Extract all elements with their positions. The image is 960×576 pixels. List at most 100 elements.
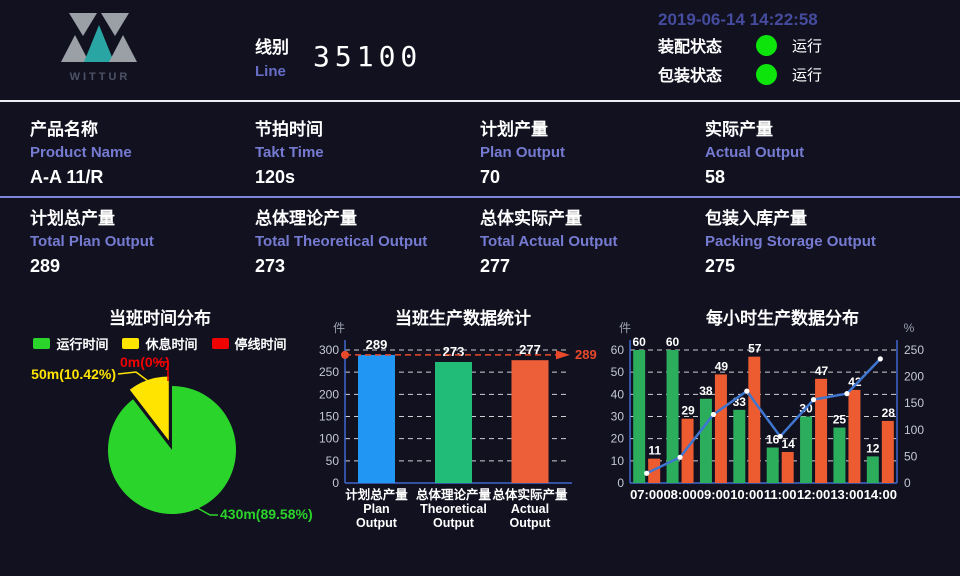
wittur-logo-icon [61, 13, 137, 62]
x-category: 总体实际产量 [492, 487, 568, 502]
y-tick-right: 150 [904, 396, 924, 410]
hourly-production-panel: 每小时生产数据分布 0 10 20 30 40 50 60 0 50 100 150 200 250 件%… [605, 298, 960, 576]
y-tick: 0 [332, 476, 339, 490]
y-tick-right: 250 [904, 343, 924, 357]
y-tick-left: 10 [611, 454, 625, 468]
bar-orange-value: 11 [648, 444, 661, 458]
x-category: Output [356, 516, 398, 530]
line-marker-2 [710, 411, 717, 418]
bar-chart: 0 50 100 150 200 250 300 件 289 273 277 289 计划总产量Plan… [319, 321, 597, 530]
bar-orange-6 [848, 389, 861, 483]
x-category: Output [510, 516, 552, 530]
y-tick-right: 50 [904, 449, 918, 463]
x-category: 13:00 [830, 487, 863, 502]
unit-left: 件 [619, 321, 631, 335]
pie-label-rest-time: 50m(10.42%) [31, 366, 116, 382]
value: 120s [255, 167, 296, 187]
bar-green-5 [800, 416, 813, 483]
pie-chart-title: 当班时间分布 [109, 309, 211, 328]
x-category: 12:00 [797, 487, 830, 502]
line-marker-4 [777, 433, 783, 440]
y-tick: 300 [319, 343, 339, 357]
line-marker-7 [877, 356, 883, 362]
label-zh: 节拍时间 [255, 120, 323, 139]
legend-item: 休息时间 [122, 334, 198, 353]
line-number: 35100 [313, 40, 423, 73]
y-tick-left: 30 [611, 410, 625, 424]
bar-green-2 [699, 398, 712, 483]
packing-status-label: 包装状态 [658, 68, 723, 85]
assembly-status-label: 装配状态 [658, 39, 723, 56]
value: 277 [480, 256, 511, 276]
bar-value: 273 [443, 344, 465, 359]
y-tick: 150 [319, 410, 339, 424]
bar-orange-5 [815, 378, 828, 483]
label-en: Plan Output [480, 144, 565, 161]
value: A-A 11/R [30, 167, 104, 187]
pie-label-run-time: 430m(89.58%) [220, 506, 313, 522]
line-label-en: Line [255, 63, 286, 80]
pie-chart [107, 361, 236, 516]
label-zh: 计划产量 [480, 120, 548, 139]
wittur-logo: WITTUR [58, 12, 142, 83]
bar-green-1 [666, 350, 679, 483]
bar-value: 277 [519, 342, 541, 357]
legend-swatch [122, 338, 140, 349]
info-cell-actual-output: 实际产量 Actual Output 58 [705, 121, 920, 186]
x-category: Actual [511, 502, 549, 516]
y-tick-left: 0 [617, 476, 624, 490]
bar-orange-4 [781, 451, 794, 483]
legend-swatch [33, 338, 51, 349]
bar-orange-value: 42 [848, 375, 862, 389]
bar-green-0 [633, 350, 646, 483]
info-cell-packing-storage-output: 包装入库产量 Packing Storage Output 275 [705, 210, 920, 275]
logo-text: WITTUR [69, 71, 131, 83]
y-tick: 250 [319, 365, 339, 379]
packing-status-dot [756, 63, 777, 85]
bar-green-value: 16 [766, 433, 780, 447]
bar-orange-2 [714, 374, 727, 483]
line-marker-1 [677, 454, 683, 460]
assembly-status-dot [756, 34, 777, 56]
info-cell-product-name: 产品名称 Product Name A-A 11/R [30, 121, 245, 186]
line-marker-5 [810, 397, 817, 403]
bar-green-value: 12 [866, 441, 880, 455]
info-cell-total-plan-output: 计划总产量 Total Plan Output 289 [30, 210, 245, 275]
bar-green-value: 38 [699, 384, 713, 398]
leader-rest [117, 371, 153, 385]
markline-arrow-icon [556, 350, 570, 360]
bar-0 [358, 354, 395, 483]
label-zh: 实际产量 [705, 120, 773, 139]
bar-orange-value: 29 [681, 404, 695, 418]
label-en: Actual Output [705, 144, 805, 161]
info-cell-total-theoretical-output: 总体理论产量 Total Theoretical Output 273 [255, 210, 470, 275]
y-tick-left: 50 [611, 365, 625, 379]
value: 70 [480, 167, 501, 187]
bar-green-value: 25 [833, 413, 847, 427]
shift-production-stats-panel: 当班生产数据统计 0 50 100 150 200 250 300 件 289 273 277 289… [318, 298, 608, 576]
datetime: 2019-06-14 14:22:58 [658, 10, 818, 29]
y-tick: 100 [319, 432, 339, 446]
x-category: 07:00 [630, 487, 663, 502]
divider-middle [0, 196, 960, 198]
y-tick-left: 20 [611, 432, 625, 446]
markline-value: 289 [575, 347, 597, 362]
legend-label: 运行时间 [56, 337, 109, 352]
value: 273 [255, 256, 286, 276]
unit-label: 件 [333, 321, 345, 335]
line-block: 线别 Line [255, 33, 289, 80]
label-zh: 总体实际产量 [480, 209, 582, 228]
pie-label-stop-time: 0m(0%) [120, 354, 170, 370]
label-en: Total Theoretical Output [255, 233, 428, 250]
bar-green-7 [866, 456, 879, 483]
divider-top [0, 100, 960, 102]
label-en: Total Actual Output [480, 233, 618, 250]
label-zh: 总体理论产量 [255, 209, 357, 228]
shift-time-distribution-panel: 当班时间分布 运行时间 休息时间 停线时间 50m(10.42%) 0m(0%) 4… [0, 298, 320, 576]
x-category: Plan [363, 502, 389, 516]
pie-slice-1 [129, 376, 169, 441]
bar-orange-1 [681, 418, 694, 483]
bar-green-3 [733, 409, 746, 483]
